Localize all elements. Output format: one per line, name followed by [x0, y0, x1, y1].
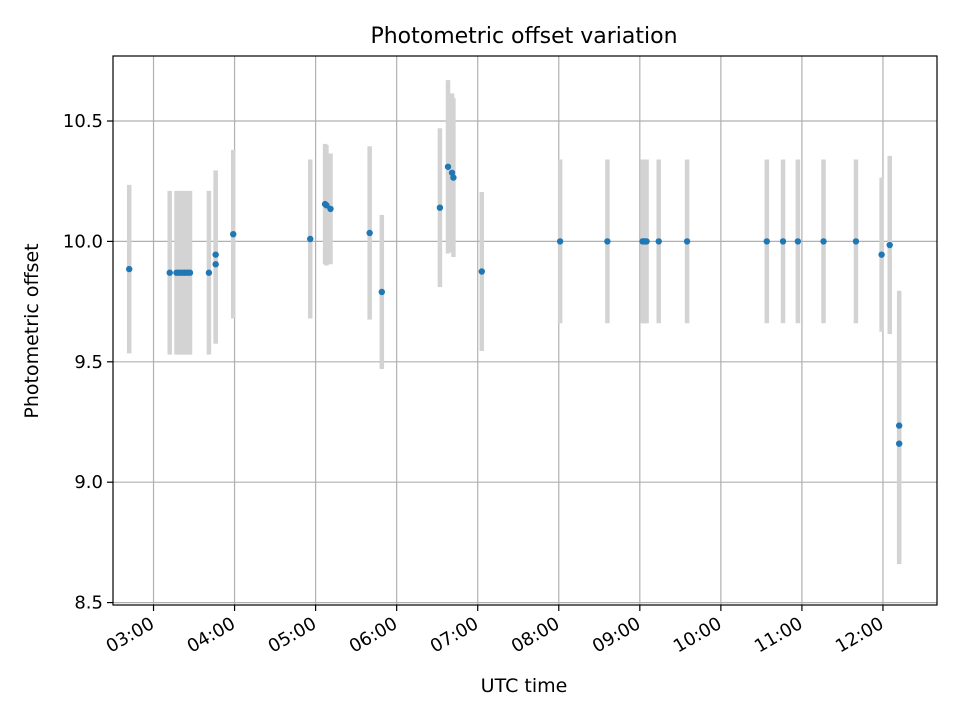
data-point	[205, 269, 213, 276]
data-point	[643, 238, 650, 245]
data-point	[327, 205, 334, 213]
data-point	[655, 238, 662, 245]
data-point	[378, 288, 386, 296]
y-tick-label: 9.0	[74, 472, 103, 493]
data-point	[895, 440, 903, 447]
data-point	[166, 269, 173, 276]
data-point	[478, 268, 485, 275]
plot-frame	[112, 55, 938, 606]
data-point	[230, 230, 237, 238]
y-axis-label: Photometric offset	[21, 243, 43, 418]
data-point	[763, 238, 770, 245]
x-axis-label: UTC time	[481, 675, 568, 697]
data-point	[212, 251, 219, 258]
data-point	[126, 265, 133, 273]
data-point	[444, 163, 452, 170]
data-point	[604, 238, 611, 245]
y-tick-label: 9.5	[74, 352, 103, 373]
chart-title: Photometric offset variation	[370, 24, 677, 49]
data-point	[307, 235, 314, 243]
data-point	[186, 269, 194, 276]
data-point	[212, 261, 219, 268]
data-point	[450, 174, 457, 181]
data-point	[886, 241, 893, 249]
data-point	[852, 238, 860, 245]
data-point	[794, 238, 802, 245]
y-tick-label: 10.5	[63, 111, 103, 132]
data-points	[126, 163, 903, 447]
y-tick-label: 10.0	[63, 231, 103, 252]
data-point	[820, 238, 827, 245]
data-point	[436, 204, 444, 211]
data-point	[556, 238, 564, 245]
y-tick-label: 8.5	[74, 593, 103, 614]
data-point	[878, 251, 885, 258]
data-point	[895, 422, 903, 429]
data-point	[683, 238, 691, 245]
data-point	[366, 229, 373, 237]
data-point	[779, 238, 787, 245]
data-point	[448, 169, 456, 176]
